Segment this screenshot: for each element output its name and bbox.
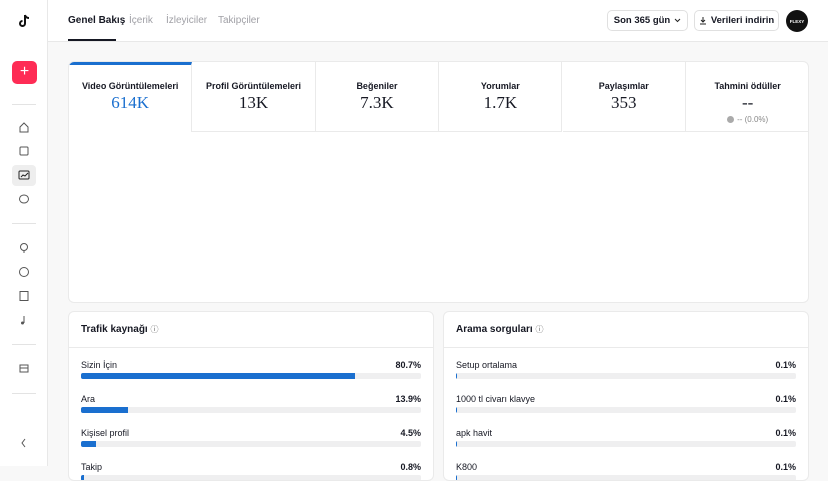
tab-underline <box>68 39 116 41</box>
download-button[interactable]: Verileri indirin <box>694 10 779 31</box>
bar <box>81 441 96 447</box>
top-bar: Genel Bakış İçerik İzleyiciler Takipçile… <box>48 0 828 42</box>
metric-value: 13K <box>192 93 314 113</box>
sidebar: + <box>0 0 48 466</box>
row-value: 0.1% <box>775 428 796 438</box>
card-title: Trafik kaynağı <box>81 324 148 335</box>
page: + Genel Bakış İçerik İzleyiciler Takipçi… <box>0 0 828 466</box>
info-icon[interactable]: ⓘ <box>535 325 543 334</box>
row-name: Setup ortalama <box>456 360 796 370</box>
range-button[interactable]: Son 365 gün <box>607 10 688 31</box>
feedback-icon[interactable] <box>13 363 35 375</box>
metric-label: Paylaşımlar <box>563 81 685 91</box>
metric-tab[interactable]: Video Görüntülemeleri 614K <box>69 62 192 132</box>
bar <box>81 475 84 481</box>
bar <box>81 407 128 413</box>
logo[interactable] <box>16 13 32 29</box>
bar-track <box>456 475 796 481</box>
metric-value: 353 <box>563 93 685 113</box>
metric-tab[interactable]: Beğeniler 7.3K <box>316 62 439 132</box>
collapse-icon[interactable] <box>13 437 35 449</box>
metric-value: 7.3K <box>316 93 438 113</box>
change-text: -- (0.0%) <box>737 115 768 124</box>
row-value: 0.1% <box>775 360 796 370</box>
row-name: Ara <box>81 394 421 404</box>
info-icon[interactable]: ⓘ <box>150 325 158 334</box>
download-text: Verileri indirin <box>711 15 774 26</box>
tab[interactable]: Takipçiler <box>218 15 260 26</box>
coin-icon <box>727 116 734 123</box>
row-name: K800 <box>456 462 796 472</box>
metric-tab[interactable]: Paylaşımlar 353 <box>563 62 686 132</box>
metric-label: Profil Görüntülemeleri <box>192 81 314 91</box>
divider <box>12 344 36 345</box>
tab[interactable]: Genel Bakış <box>68 15 125 26</box>
row-value: 0.1% <box>775 462 796 472</box>
row-name: Kişisel profil <box>81 428 421 438</box>
content-icon[interactable] <box>13 145 35 157</box>
bar <box>81 373 355 379</box>
create-button[interactable]: + <box>12 61 37 84</box>
row-value: 13.9% <box>395 394 421 404</box>
row-name: apk havit <box>456 428 796 438</box>
metric-change: -- (0.0%) <box>686 115 809 124</box>
metric-tab[interactable]: Tahmini ödüller -- -- (0.0%) <box>686 62 809 132</box>
analytics-selected[interactable] <box>12 165 36 186</box>
row-value: 4.5% <box>400 428 421 438</box>
metric-value: -- <box>686 93 809 113</box>
bar-track <box>81 475 421 481</box>
divider <box>12 393 36 394</box>
bar-track <box>456 373 796 379</box>
metric-tab[interactable]: Yorumlar 1.7K <box>439 62 562 132</box>
row-name: 1000 tl civarı klavye <box>456 394 796 404</box>
metric-tab[interactable]: Profil Görüntülemeleri 13K <box>192 62 315 132</box>
card-header: Trafik kaynağı ⓘ <box>69 312 433 348</box>
bar-track <box>456 407 796 413</box>
row-value: 0.1% <box>775 394 796 404</box>
metric-label: Beğeniler <box>316 81 438 91</box>
comments-icon[interactable] <box>13 193 35 205</box>
sound-icon[interactable] <box>13 314 35 326</box>
bar-track <box>81 441 421 447</box>
money-icon[interactable] <box>13 266 35 278</box>
row-value: 0.8% <box>400 462 421 472</box>
avatar[interactable]: FLEXY <box>786 10 808 32</box>
card-header: Arama sorguları ⓘ <box>444 312 808 348</box>
metric-label: Video Görüntülemeleri <box>69 81 191 91</box>
row-name: Takip <box>81 462 421 472</box>
home-icon[interactable] <box>13 121 35 133</box>
divider <box>12 223 36 224</box>
row-value: 80.7% <box>395 360 421 370</box>
bar-track <box>456 441 796 447</box>
divider <box>12 104 36 105</box>
ideas-icon[interactable] <box>13 242 35 254</box>
row-name: Sizin İçin <box>81 360 421 370</box>
metric-label: Tahmini ödüller <box>686 81 809 91</box>
tab[interactable]: İçerik <box>129 15 153 26</box>
tab[interactable]: İzleyiciler <box>166 15 207 26</box>
bar-track <box>81 373 421 379</box>
bar-track <box>81 407 421 413</box>
card-title: Arama sorguları <box>456 324 533 335</box>
academy-icon[interactable] <box>13 290 35 302</box>
metric-label: Yorumlar <box>439 81 561 91</box>
metric-value: 1.7K <box>439 93 561 113</box>
range-text: Son 365 gün <box>614 15 670 26</box>
metric-value: 614K <box>69 93 191 113</box>
